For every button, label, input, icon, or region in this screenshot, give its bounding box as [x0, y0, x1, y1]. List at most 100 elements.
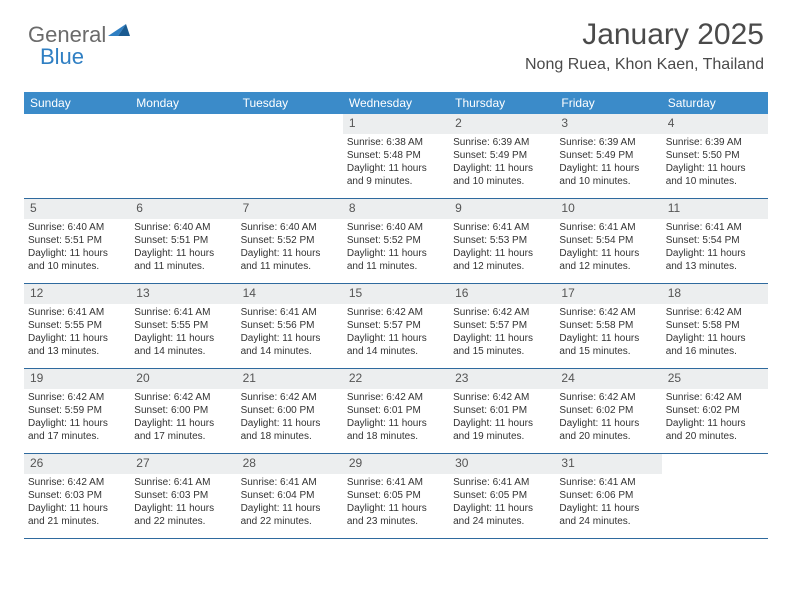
day-body: Sunrise: 6:40 AMSunset: 5:52 PMDaylight:… — [343, 221, 449, 277]
day-cell: 7Sunrise: 6:40 AMSunset: 5:52 PMDaylight… — [237, 199, 343, 283]
location-subtitle: Nong Ruea, Khon Kaen, Thailand — [525, 56, 764, 74]
day-number: 25 — [662, 369, 768, 389]
day-number: 19 — [24, 369, 130, 389]
daylight-text: Daylight: 11 hours and 22 minutes. — [134, 502, 232, 528]
sunset-text: Sunset: 5:53 PM — [453, 234, 551, 247]
day-body: Sunrise: 6:42 AMSunset: 6:01 PMDaylight:… — [343, 391, 449, 447]
sunset-text: Sunset: 6:05 PM — [453, 489, 551, 502]
day-cell: 24Sunrise: 6:42 AMSunset: 6:02 PMDayligh… — [555, 369, 661, 453]
day-number: 15 — [343, 284, 449, 304]
daylight-text: Daylight: 11 hours and 10 minutes. — [559, 162, 657, 188]
weekday-header: Thursday — [449, 92, 555, 114]
day-body: Sunrise: 6:40 AMSunset: 5:51 PMDaylight:… — [24, 221, 130, 277]
weekday-header: Saturday — [662, 92, 768, 114]
day-body: Sunrise: 6:41 AMSunset: 6:05 PMDaylight:… — [343, 476, 449, 532]
sunrise-text: Sunrise: 6:42 AM — [28, 391, 126, 404]
daylight-text: Daylight: 11 hours and 18 minutes. — [347, 417, 445, 443]
daylight-text: Daylight: 11 hours and 20 minutes. — [559, 417, 657, 443]
sunrise-text: Sunrise: 6:42 AM — [241, 391, 339, 404]
sunrise-text: Sunrise: 6:42 AM — [134, 391, 232, 404]
day-body: Sunrise: 6:40 AMSunset: 5:51 PMDaylight:… — [130, 221, 236, 277]
sunrise-text: Sunrise: 6:42 AM — [28, 476, 126, 489]
sunrise-text: Sunrise: 6:41 AM — [241, 476, 339, 489]
sunset-text: Sunset: 5:57 PM — [347, 319, 445, 332]
day-cell: 16Sunrise: 6:42 AMSunset: 5:57 PMDayligh… — [449, 284, 555, 368]
day-number: 24 — [555, 369, 661, 389]
day-number: 6 — [130, 199, 236, 219]
daylight-text: Daylight: 11 hours and 13 minutes. — [28, 332, 126, 358]
day-body: Sunrise: 6:42 AMSunset: 5:57 PMDaylight:… — [449, 306, 555, 362]
sunset-text: Sunset: 5:55 PM — [134, 319, 232, 332]
daylight-text: Daylight: 11 hours and 24 minutes. — [559, 502, 657, 528]
week-row: 12Sunrise: 6:41 AMSunset: 5:55 PMDayligh… — [24, 284, 768, 369]
day-body: Sunrise: 6:42 AMSunset: 5:57 PMDaylight:… — [343, 306, 449, 362]
day-cell: 12Sunrise: 6:41 AMSunset: 5:55 PMDayligh… — [24, 284, 130, 368]
week-row: 19Sunrise: 6:42 AMSunset: 5:59 PMDayligh… — [24, 369, 768, 454]
sunset-text: Sunset: 5:52 PM — [241, 234, 339, 247]
day-cell: 10Sunrise: 6:41 AMSunset: 5:54 PMDayligh… — [555, 199, 661, 283]
sunset-text: Sunset: 5:54 PM — [559, 234, 657, 247]
daylight-text: Daylight: 11 hours and 18 minutes. — [241, 417, 339, 443]
sunset-text: Sunset: 5:51 PM — [134, 234, 232, 247]
weekday-header: Monday — [130, 92, 236, 114]
daylight-text: Daylight: 11 hours and 16 minutes. — [666, 332, 764, 358]
day-body: Sunrise: 6:42 AMSunset: 5:58 PMDaylight:… — [662, 306, 768, 362]
day-number: 23 — [449, 369, 555, 389]
day-cell: 8Sunrise: 6:40 AMSunset: 5:52 PMDaylight… — [343, 199, 449, 283]
sunset-text: Sunset: 5:51 PM — [28, 234, 126, 247]
sunset-text: Sunset: 6:01 PM — [347, 404, 445, 417]
sunset-text: Sunset: 5:57 PM — [453, 319, 551, 332]
day-number: 2 — [449, 114, 555, 134]
day-cell: 3Sunrise: 6:39 AMSunset: 5:49 PMDaylight… — [555, 114, 661, 198]
sunrise-text: Sunrise: 6:40 AM — [134, 221, 232, 234]
daylight-text: Daylight: 11 hours and 10 minutes. — [453, 162, 551, 188]
sunrise-text: Sunrise: 6:41 AM — [559, 221, 657, 234]
day-body: Sunrise: 6:42 AMSunset: 6:03 PMDaylight:… — [24, 476, 130, 532]
day-body: Sunrise: 6:42 AMSunset: 6:02 PMDaylight:… — [555, 391, 661, 447]
day-number: 5 — [24, 199, 130, 219]
day-cell: 11Sunrise: 6:41 AMSunset: 5:54 PMDayligh… — [662, 199, 768, 283]
sunset-text: Sunset: 6:03 PM — [28, 489, 126, 502]
day-cell: 30Sunrise: 6:41 AMSunset: 6:05 PMDayligh… — [449, 454, 555, 538]
day-cell: 15Sunrise: 6:42 AMSunset: 5:57 PMDayligh… — [343, 284, 449, 368]
sunrise-text: Sunrise: 6:42 AM — [666, 306, 764, 319]
sunrise-text: Sunrise: 6:40 AM — [241, 221, 339, 234]
sunset-text: Sunset: 5:55 PM — [28, 319, 126, 332]
weekday-header: Tuesday — [237, 92, 343, 114]
day-cell: 22Sunrise: 6:42 AMSunset: 6:01 PMDayligh… — [343, 369, 449, 453]
sunrise-text: Sunrise: 6:42 AM — [347, 391, 445, 404]
daylight-text: Daylight: 11 hours and 12 minutes. — [453, 247, 551, 273]
daylight-text: Daylight: 11 hours and 10 minutes. — [28, 247, 126, 273]
day-cell: 27Sunrise: 6:41 AMSunset: 6:03 PMDayligh… — [130, 454, 236, 538]
day-number: 12 — [24, 284, 130, 304]
day-number: 7 — [237, 199, 343, 219]
day-body: Sunrise: 6:41 AMSunset: 5:55 PMDaylight:… — [130, 306, 236, 362]
day-cell — [662, 454, 768, 538]
sunset-text: Sunset: 6:06 PM — [559, 489, 657, 502]
sunrise-text: Sunrise: 6:41 AM — [134, 476, 232, 489]
daylight-text: Daylight: 11 hours and 12 minutes. — [559, 247, 657, 273]
sunrise-text: Sunrise: 6:41 AM — [134, 306, 232, 319]
daylight-text: Daylight: 11 hours and 14 minutes. — [241, 332, 339, 358]
sunset-text: Sunset: 6:04 PM — [241, 489, 339, 502]
day-cell: 19Sunrise: 6:42 AMSunset: 5:59 PMDayligh… — [24, 369, 130, 453]
sunrise-text: Sunrise: 6:41 AM — [347, 476, 445, 489]
daylight-text: Daylight: 11 hours and 17 minutes. — [28, 417, 126, 443]
day-body: Sunrise: 6:42 AMSunset: 5:58 PMDaylight:… — [555, 306, 661, 362]
daylight-text: Daylight: 11 hours and 11 minutes. — [134, 247, 232, 273]
daylight-text: Daylight: 11 hours and 17 minutes. — [134, 417, 232, 443]
day-body: Sunrise: 6:39 AMSunset: 5:49 PMDaylight:… — [449, 136, 555, 192]
weeks-container: 1Sunrise: 6:38 AMSunset: 5:48 PMDaylight… — [24, 114, 768, 539]
day-cell: 28Sunrise: 6:41 AMSunset: 6:04 PMDayligh… — [237, 454, 343, 538]
day-cell: 26Sunrise: 6:42 AMSunset: 6:03 PMDayligh… — [24, 454, 130, 538]
day-body: Sunrise: 6:41 AMSunset: 5:54 PMDaylight:… — [555, 221, 661, 277]
sunset-text: Sunset: 6:01 PM — [453, 404, 551, 417]
day-number: 1 — [343, 114, 449, 134]
day-cell: 20Sunrise: 6:42 AMSunset: 6:00 PMDayligh… — [130, 369, 236, 453]
day-body: Sunrise: 6:39 AMSunset: 5:50 PMDaylight:… — [662, 136, 768, 192]
sunrise-text: Sunrise: 6:41 AM — [559, 476, 657, 489]
sunrise-text: Sunrise: 6:42 AM — [666, 391, 764, 404]
day-number: 22 — [343, 369, 449, 389]
weekday-header-row: SundayMondayTuesdayWednesdayThursdayFrid… — [24, 92, 768, 114]
logo-text-blue-wrap: Blue — [40, 44, 84, 70]
